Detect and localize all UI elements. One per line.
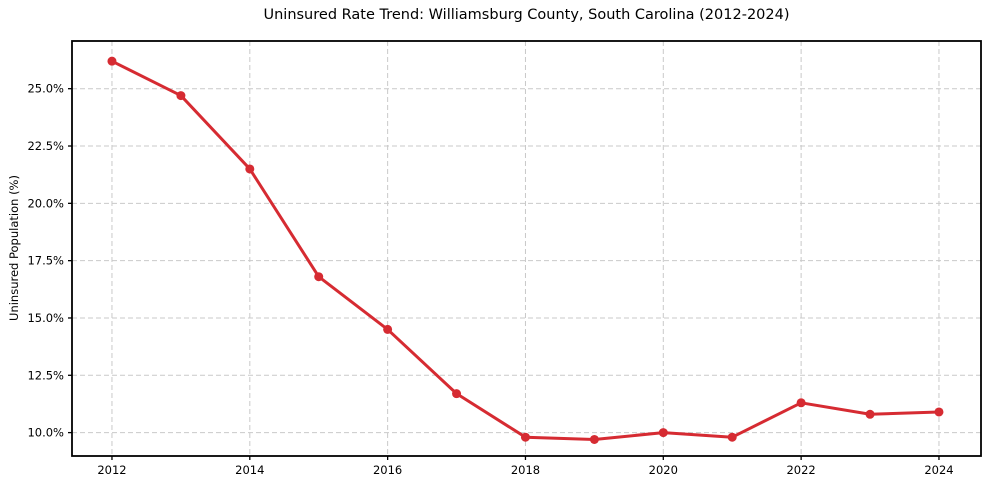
x-tick-label: 2020 xyxy=(649,463,678,477)
x-tick-label: 2016 xyxy=(373,463,402,477)
y-tick-label: 15.0% xyxy=(27,311,64,325)
data-point-2015 xyxy=(314,272,324,282)
x-tick-label: 2014 xyxy=(235,463,264,477)
data-point-2016 xyxy=(383,324,393,334)
x-tick-label: 2024 xyxy=(924,463,953,477)
data-point-2019 xyxy=(589,434,599,444)
data-point-2021 xyxy=(727,432,737,442)
data-point-2012 xyxy=(107,56,117,66)
x-tick-label: 2018 xyxy=(511,463,540,477)
y-tick-label: 25.0% xyxy=(27,82,64,96)
x-tick-label: 2012 xyxy=(97,463,126,477)
data-point-2023 xyxy=(865,409,875,419)
x-tick-label: 2022 xyxy=(786,463,815,477)
y-tick-label: 17.5% xyxy=(27,254,64,268)
data-point-2013 xyxy=(176,91,186,101)
data-point-2024 xyxy=(934,407,944,417)
chart-title: Uninsured Rate Trend: Williamsburg Count… xyxy=(263,7,790,23)
data-point-2018 xyxy=(520,432,530,442)
y-tick-label: 12.5% xyxy=(27,368,64,382)
data-point-2017 xyxy=(452,389,462,399)
y-tick-label: 10.0% xyxy=(27,426,64,440)
data-point-2022 xyxy=(796,398,806,408)
plot-border xyxy=(71,40,982,457)
data-point-2020 xyxy=(658,428,668,438)
data-point-2014 xyxy=(245,164,255,174)
y-tick-label: 20.0% xyxy=(27,196,64,210)
y-tick-label: 22.5% xyxy=(27,139,64,153)
